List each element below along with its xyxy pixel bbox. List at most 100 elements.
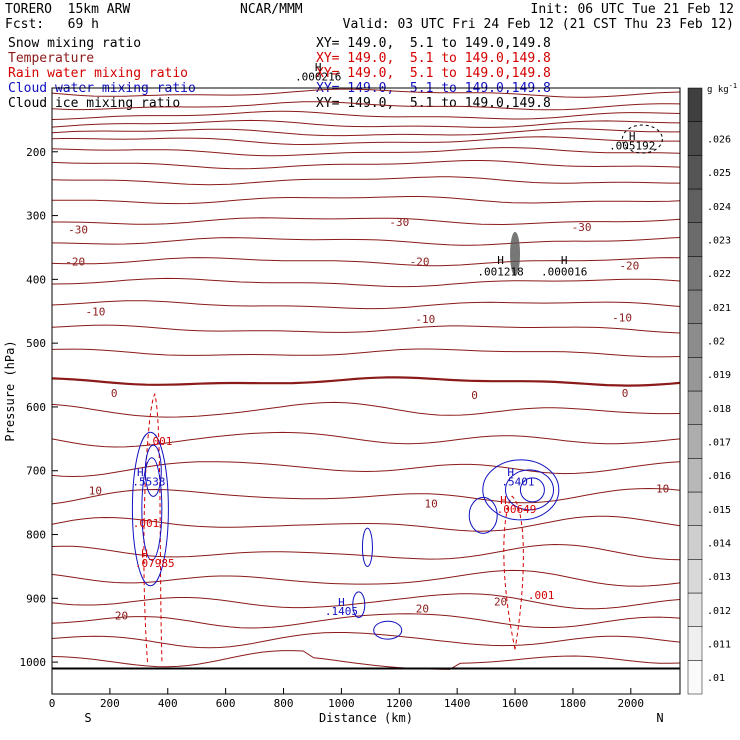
temperature-label: -10 xyxy=(85,305,105,318)
legend-temperature: Temperature xyxy=(8,51,95,66)
rain-contour xyxy=(503,495,524,650)
colorbar-tick-label: .021 xyxy=(707,303,731,314)
axes: 0 200 400 600 800 1000 1200 1400 1600 1800 2000200… xyxy=(3,87,681,725)
valid-time: Valid: 03 UTC Fri 24 Feb 12 (21 CST Thu … xyxy=(342,17,734,32)
isotherm xyxy=(51,136,680,146)
maximum-label: H xyxy=(497,254,504,267)
colorbar-tick-label: .02 xyxy=(707,337,725,348)
plot-frame xyxy=(51,87,681,695)
temperature-label: 20 xyxy=(494,596,507,609)
maximum-label: H xyxy=(338,596,345,609)
hydrometeor-contours xyxy=(131,124,663,663)
colorbar-bin xyxy=(687,660,703,695)
maximum-label: H xyxy=(561,254,568,267)
x-tick-label: 600 xyxy=(216,697,236,710)
colorbar-tick-label: .014 xyxy=(707,539,731,550)
legend-rain-xy: XY= 149.0, 5.1 to 149.0,149.8 xyxy=(316,66,551,81)
maximum-label: .00649 xyxy=(497,503,537,516)
colorbar-tick-label: .015 xyxy=(707,505,731,516)
isotherm xyxy=(51,88,681,98)
colorbar-bin xyxy=(687,289,703,324)
y-tick-label: 400 xyxy=(26,273,46,286)
y-tick-label: 500 xyxy=(26,337,46,350)
isotherm xyxy=(51,176,680,186)
y-tick-label: 800 xyxy=(26,529,46,542)
rain-contour xyxy=(143,392,163,663)
temperature-label: -20 xyxy=(65,256,85,269)
isotherm xyxy=(51,515,681,532)
maximum-label: .001 xyxy=(146,435,173,448)
temperature-label: 10 xyxy=(89,485,102,498)
cloud-ice-shade xyxy=(510,231,521,276)
temperature-label: 20 xyxy=(115,610,128,623)
temperature-label: 0 xyxy=(111,387,118,400)
contour-labels: -30 -30 -30 -20 -20 -20 -10 -10 -10 0 0 0 10 10 10 20 20… xyxy=(65,61,669,623)
colorbar-tick-label: .024 xyxy=(707,202,731,213)
legend-rain: Rain water mixing ratio xyxy=(8,66,189,81)
north-label: N xyxy=(656,711,663,725)
colorbar-bin xyxy=(687,525,703,560)
x-tick-label: 1400 xyxy=(444,697,471,710)
x-tick-label: 800 xyxy=(274,697,294,710)
maximum-label: .1405 xyxy=(325,605,358,618)
y-tick-label: 200 xyxy=(26,146,46,159)
temperature-label: -10 xyxy=(415,313,435,326)
cloud-water-contour xyxy=(141,457,163,561)
colorbar-unit: g kg-1 xyxy=(707,82,737,95)
forecast-hour: Fcst: 69 h xyxy=(5,17,99,32)
y-axis-label: Pressure (hPa) xyxy=(3,340,17,441)
y-tick-label: 900 xyxy=(26,592,46,605)
temperature-contours xyxy=(51,88,681,670)
maximum-label: .07985 xyxy=(135,557,175,570)
south-label: S xyxy=(84,711,91,725)
maximum-label: H xyxy=(507,466,514,479)
temperature-label: 10 xyxy=(656,483,669,496)
isotherm xyxy=(51,324,681,334)
cloud-water-contour xyxy=(144,444,162,497)
temperature-label: -10 xyxy=(612,312,632,325)
colorbar-tick-label: .018 xyxy=(707,404,731,415)
maximum-label: H xyxy=(315,61,322,74)
maximum-label: H xyxy=(500,494,507,507)
org-label: NCAR/MMM xyxy=(240,2,303,17)
colorbar-tick-label: .01 xyxy=(707,673,725,684)
isotherm xyxy=(51,160,681,170)
colorbar-unit-exp: -1 xyxy=(729,82,737,90)
colorbar-bin xyxy=(687,491,703,526)
isotherm xyxy=(52,217,681,226)
x-tick-label: 2000 xyxy=(618,697,645,710)
x-tick-label: 400 xyxy=(158,697,178,710)
maximum-label: .005192 xyxy=(609,139,655,152)
colorbar-tick-label: .026 xyxy=(707,135,731,146)
x-tick-label: 0 xyxy=(49,697,56,710)
isotherm xyxy=(51,147,681,157)
colorbar-bin xyxy=(687,188,703,223)
maximum-label: H xyxy=(141,548,148,561)
x-tick-label: 1000 xyxy=(328,697,355,710)
isotherm xyxy=(52,196,681,205)
isotherm xyxy=(51,300,681,310)
cloud-water-contour xyxy=(131,431,169,587)
isotherm xyxy=(51,119,681,128)
colorbar-tick-label: .011 xyxy=(707,640,731,651)
maximum-label: .5401 xyxy=(501,476,534,489)
colorbar-bin xyxy=(687,559,703,594)
cloud-water-contour xyxy=(352,591,366,618)
y-tick-label: 700 xyxy=(26,465,46,478)
isotherm xyxy=(51,487,681,505)
maximum-label: .001 xyxy=(133,517,160,530)
x-tick-label: 1600 xyxy=(502,697,529,710)
colorbar-bin xyxy=(687,222,703,257)
temperature-label: 10 xyxy=(424,497,437,510)
x-tick-label: 1200 xyxy=(386,697,413,710)
maximum-label: .000016 xyxy=(541,266,587,279)
maximum-label: H xyxy=(137,466,144,479)
maximum-label: H xyxy=(629,130,636,143)
temperature-label: -30 xyxy=(68,224,88,237)
isotherm xyxy=(51,348,681,358)
colorbar-tick-label: .016 xyxy=(707,471,731,482)
temperature-label: 0 xyxy=(622,387,629,400)
y-tick-label: 1000 xyxy=(20,656,47,669)
colorbar-bin xyxy=(687,424,703,459)
